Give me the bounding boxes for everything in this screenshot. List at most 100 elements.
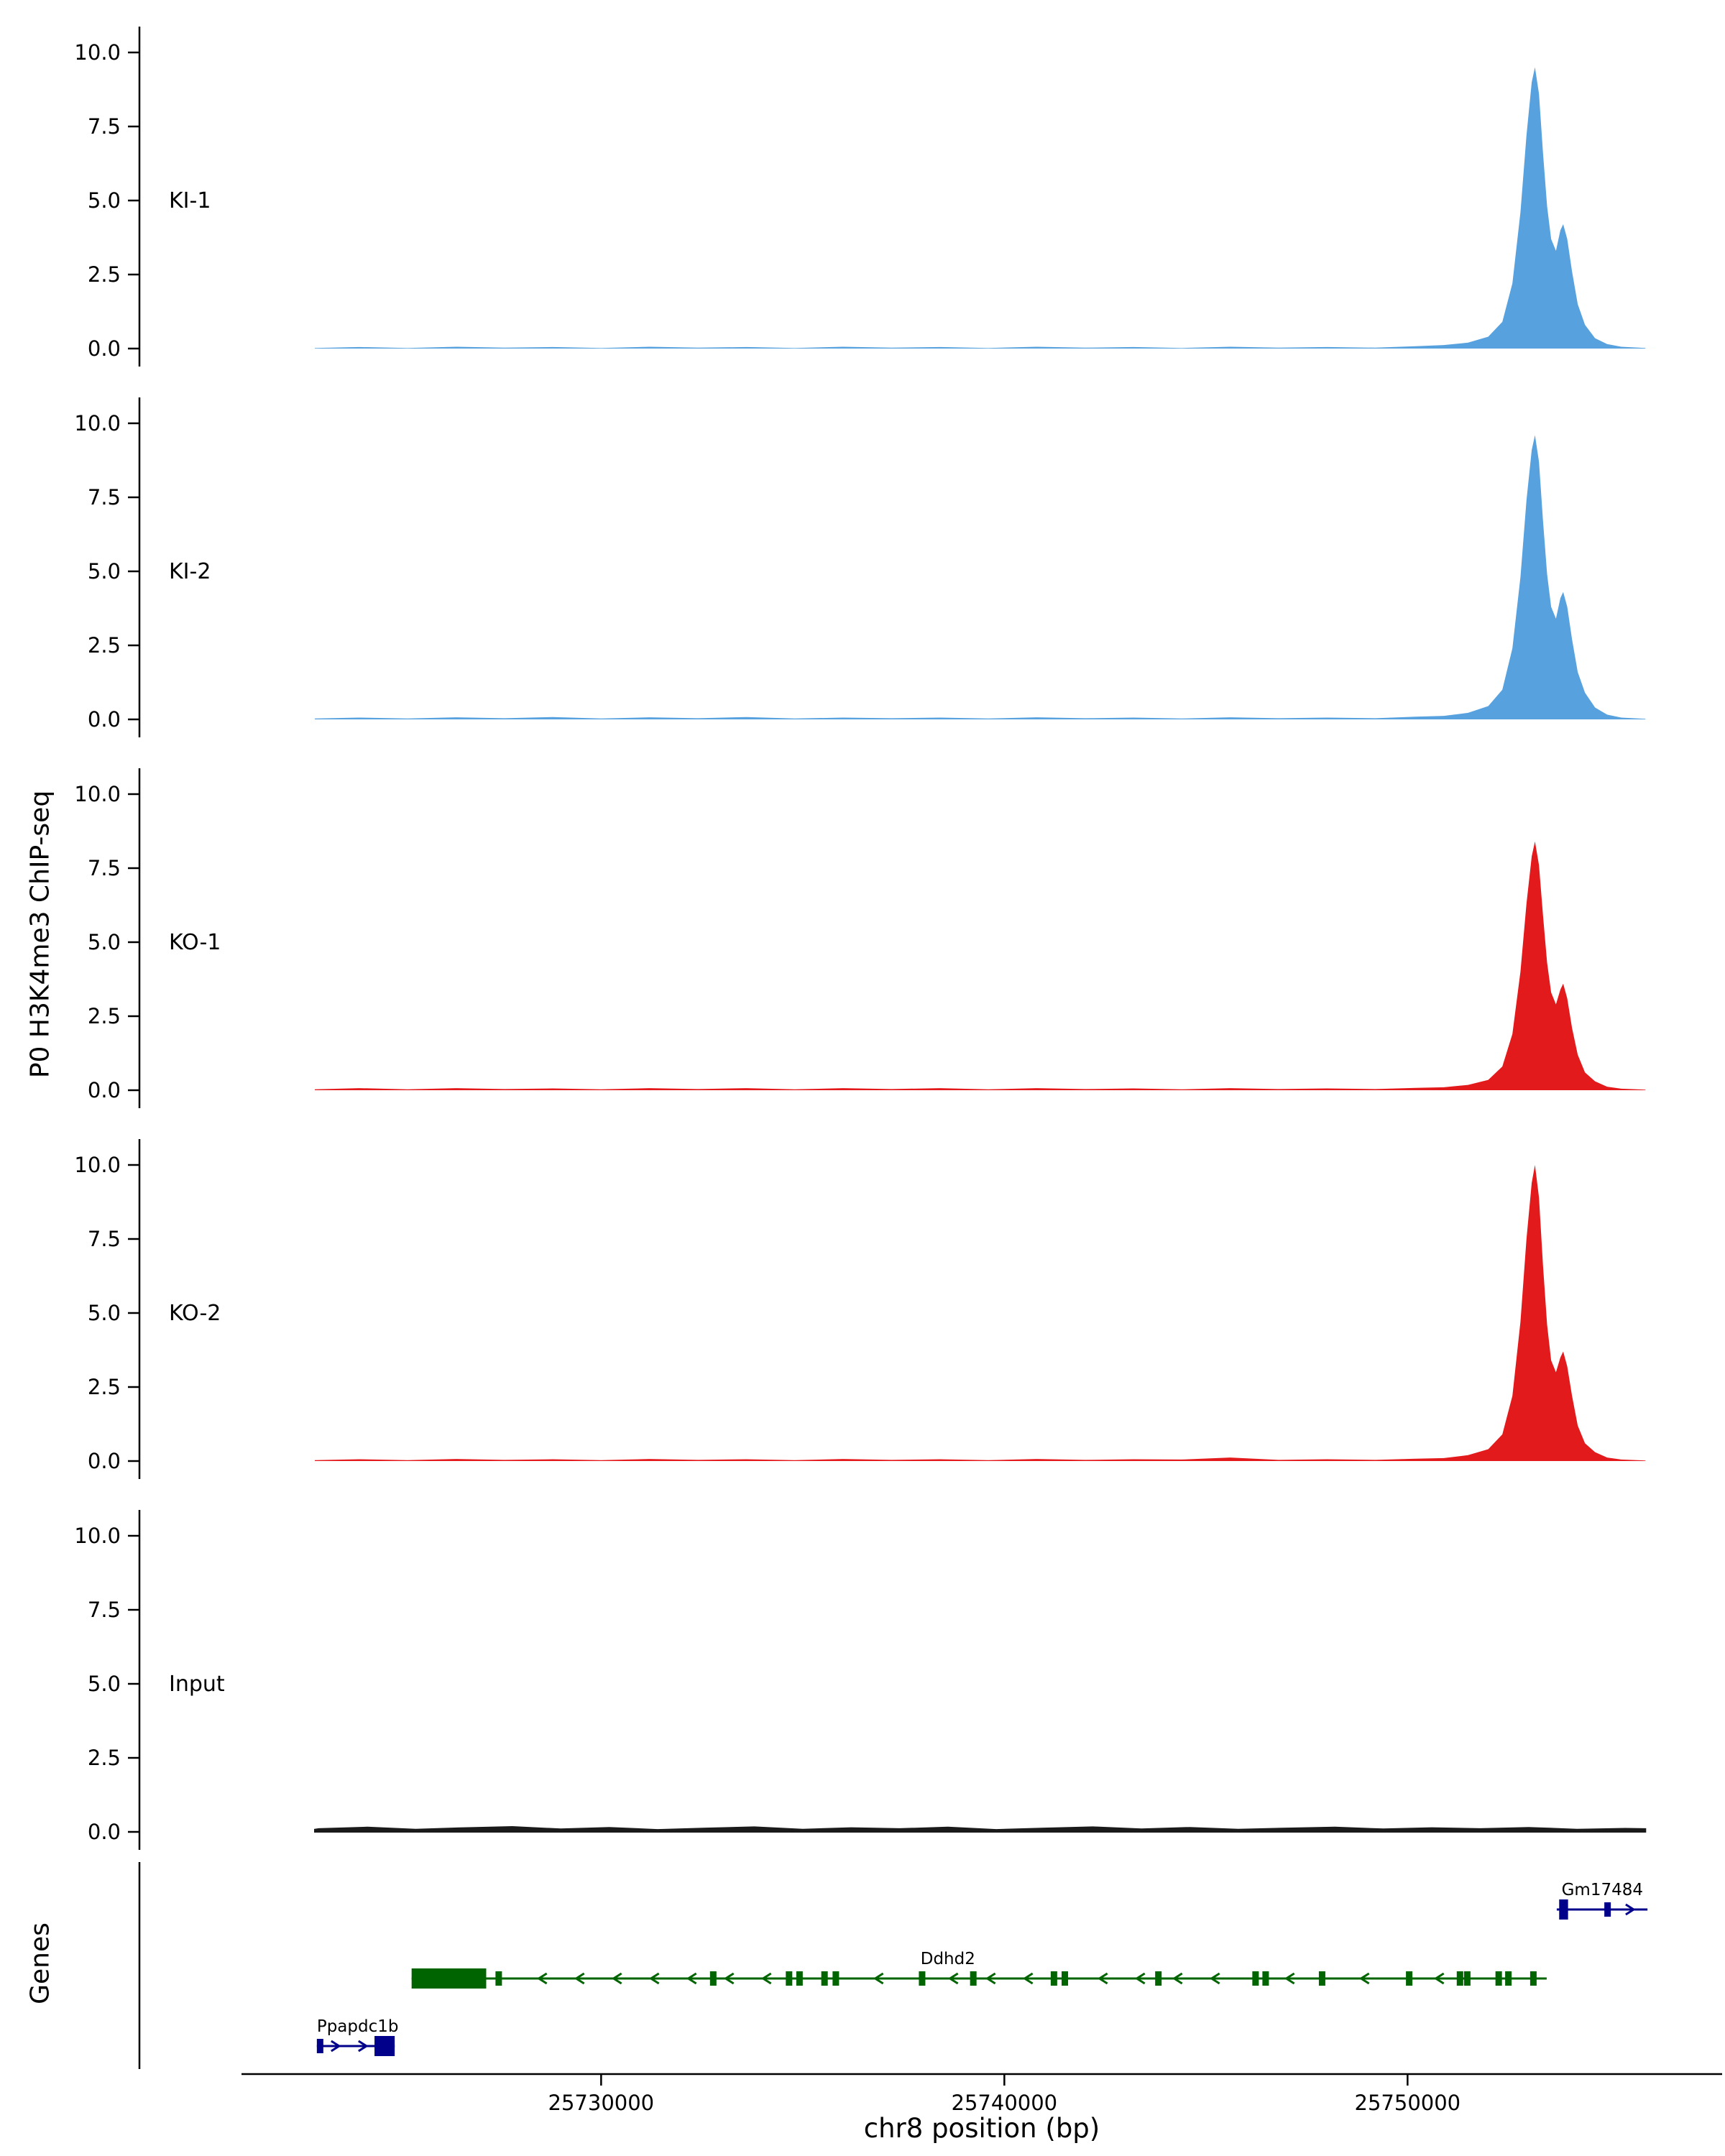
gene-strand-arrow-Ddhd2 [1284,1972,1295,1985]
gene-strand-arrow-Ddhd2 [686,1972,697,1985]
gene-strand-arrow-Ddhd2 [1209,1972,1220,1985]
gene-exon-Ddhd2 [1262,1971,1269,1986]
y-tick-label: 7.5 [88,856,121,880]
y-tick-label: 0.0 [88,1449,121,1473]
track-label-KI-1: KI-1 [169,188,211,213]
gene-strand-arrow-Ddhd2 [947,1972,959,1985]
gene-exon-Ddhd2 [1406,1971,1413,1986]
track-label-KO-2: KO-2 [169,1301,221,1326]
gene-exon-Ddhd2 [495,1971,502,1986]
gene-label-Ppapdc1b: Ppapdc1b [317,2017,399,2036]
signal-area-KO-1 [315,841,1646,1090]
track-label-Input: Input [169,1672,225,1697]
track-label-KO-1: KO-1 [169,930,221,955]
y-tick-label: 2.5 [88,1375,121,1399]
gene-exon-Ddhd2 [1505,1971,1512,1986]
gene-label-Ddhd2: Ddhd2 [921,1950,975,1968]
track-label-KI-2: KI-2 [169,559,211,584]
y-tick-label: 5.0 [88,930,121,954]
gene-exon-Ddhd2 [1495,1971,1502,1986]
y-tick-label: 5.0 [88,1301,121,1325]
y-tick-label: 5.0 [88,1672,121,1696]
track-plot-KO-1: 0.0 2.5 5.0 7.5 10.0 KO-1 [74,768,1646,1108]
y-tick-label: 7.5 [88,114,121,139]
gene-thick-exon-Gm17484 [1559,1899,1568,1920]
gene-exon-Ddhd2 [786,1971,793,1986]
y-tick-label: 5.0 [88,559,121,584]
x-tick-label: 25750000 [1355,2091,1461,2115]
gene-strand-arrow-Ddhd2 [873,1972,884,1985]
gene-strand-arrow-Ddhd2 [1097,1972,1108,1985]
gene-strand-arrow-Ddhd2 [1022,1972,1034,1985]
gene-exon-Ddhd2 [832,1971,840,1986]
y-tick-label: 2.5 [88,1004,121,1028]
gene-exon-Ddhd2 [1155,1971,1162,1986]
track-panel-KO-1: 0.0 2.5 5.0 7.5 10.0 KO-1 [0,760,1725,1115]
y-tick-label: 0.0 [88,336,121,361]
signal-tracks-container: 0.0 2.5 5.0 7.5 10.0 KI-1 0.0 2.5 5.0 7.5 10.0 KI-2… [0,18,1725,1872]
gene-strand-arrow-Ddhd2 [648,1972,660,1985]
y-tick-label: 0.0 [88,1078,121,1102]
track-panel-KO-2: 0.0 2.5 5.0 7.5 10.0 KO-2 [0,1130,1725,1486]
y-tick-label: 10.0 [74,1524,121,1548]
gene-exon-Ddhd2 [1456,1971,1463,1986]
gene-exon-Ddhd2 [970,1971,977,1986]
gene-strand-arrow-Ppapdc1b [358,2040,369,2053]
track-panel-Input: 0.0 2.5 5.0 7.5 10.0 Input [0,1501,1725,1857]
gene-exon-Ddhd2 [1318,1971,1325,1986]
gene-exon-Ddhd2 [919,1971,926,1986]
gene-thick-exon-Ddhd2 [411,1968,487,1989]
gene-strand-arrow-Ddhd2 [611,1972,622,1985]
gene-strand-arrow-Ddhd2 [574,1972,585,1985]
genes-plot: Gm17484 Ddhd2 Ppapdc1b [138,1862,1648,2069]
y-tick-label: 7.5 [88,1227,121,1251]
y-tick-label: 2.5 [88,1746,121,1770]
gene-strand-arrow-Ddhd2 [760,1972,772,1985]
track-panel-KI-2: 0.0 2.5 5.0 7.5 10.0 KI-2 [0,389,1725,745]
y-tick-label: 7.5 [88,485,121,510]
gene-thick-exon-Ppapdc1b [374,2036,395,2056]
gene-exon-Ddhd2 [1252,1971,1259,1986]
gene-exon-Ppapdc1b [316,2039,323,2053]
gene-exon-Ddhd2 [1530,1971,1537,1986]
y-tick-label: 7.5 [88,1598,121,1622]
track-plot-KO-2: 0.0 2.5 5.0 7.5 10.0 KO-2 [74,1139,1646,1479]
gene-exon-Ddhd2 [1463,1971,1471,1986]
gene-exon-Ddhd2 [1050,1971,1057,1986]
y-tick-label: 10.0 [74,411,121,436]
y-tick-label: 0.0 [88,1820,121,1844]
gene-strand-arrow-Ddhd2 [1172,1972,1183,1985]
y-tick-label: 2.5 [88,262,121,287]
gene-exon-Ddhd2 [796,1971,803,1986]
track-panel-KI-1: 0.0 2.5 5.0 7.5 10.0 KI-1 [0,18,1725,374]
signal-area-Input [314,1825,1647,1833]
gene-exon-Gm17484 [1604,1902,1611,1917]
track-plot-KI-1: 0.0 2.5 5.0 7.5 10.0 KI-1 [74,27,1646,367]
y-tick-label: 10.0 [74,782,121,806]
gene-exon-Ddhd2 [709,1971,717,1986]
gene-strand-arrow-Ddhd2 [536,1972,548,1985]
gene-strand-arrow-Ddhd2 [1134,1972,1146,1985]
gene-strand-arrow-Ddhd2 [723,1972,735,1985]
gene-strand-arrow-Ddhd2 [1358,1972,1370,1985]
genes-panel: Gm17484 Ddhd2 Ppapdc1b [0,1858,1725,2073]
x-axis: 25730000 25740000 25750000 [0,2073,1725,2156]
gene-strand-arrow-Gm17484 [1625,1903,1636,1916]
gene-exon-Ddhd2 [1062,1971,1069,1986]
track-plot-Input: 0.0 2.5 5.0 7.5 10.0 Input [74,1510,1647,1850]
x-tick-label: 25730000 [548,2091,655,2115]
gene-strand-arrow-Ppapdc1b [331,2040,341,2053]
y-tick-label: 0.0 [88,707,121,732]
x-axis-title: chr8 position (bp) [863,2113,1100,2144]
gene-strand-arrow-Ddhd2 [985,1972,996,1985]
x-axis-plot: 25730000 25740000 25750000 [242,2073,1722,2115]
signal-area-KI-1 [315,67,1646,349]
gene-label-Gm17484: Gm17484 [1562,1881,1643,1899]
gene-exon-Ddhd2 [821,1971,828,1986]
track-plot-KI-2: 0.0 2.5 5.0 7.5 10.0 KI-2 [74,397,1646,737]
y-tick-label: 5.0 [88,188,121,213]
signal-area-KI-2 [315,435,1646,719]
y-tick-label: 2.5 [88,633,121,658]
y-tick-label: 10.0 [74,40,121,65]
